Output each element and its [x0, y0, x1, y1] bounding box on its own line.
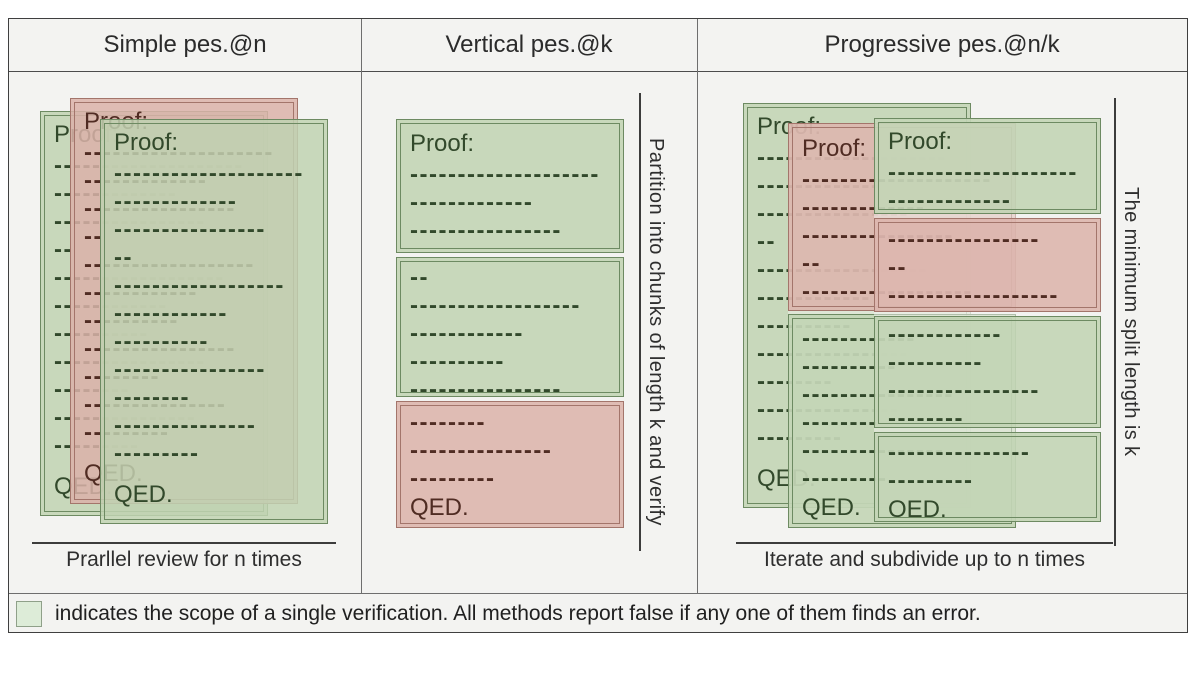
proof-body: --------------- ---------	[888, 439, 1087, 495]
proof-page: Proof: ---------------------------------…	[104, 123, 324, 520]
progressive-front-chunk-2-failed: ---------------- -- ------------------	[874, 218, 1101, 312]
proof-chunk: ----------------------------------------…	[400, 261, 620, 393]
proof-dash-line: ---------------	[410, 437, 553, 464]
proof-title: Proof:	[114, 129, 179, 156]
proof-dash-line: ----------	[410, 348, 505, 375]
progressive-caption-line	[736, 542, 1113, 544]
header-progressive-pes-nk: Progressive pes.@n/k	[824, 31, 1060, 58]
proof-dash-line: --	[114, 244, 133, 271]
legend-row: indicates the scope of a single verifica…	[9, 593, 1187, 633]
proof-body: ---------------- -- ------------------	[888, 226, 1087, 308]
proof-dash-line: --------	[802, 409, 878, 436]
proof-body: ----------------------------------------…	[410, 264, 610, 393]
proof-dash-line: ---------	[410, 465, 496, 492]
vertical-chunk-3-failed: -------- --------------- --------- QED.	[396, 401, 624, 528]
header-simple-pes-n: Simple pes.@n	[103, 31, 267, 58]
proof-dash-line: ----------------	[410, 217, 562, 244]
progressive-front-chunk-4: --------------- --------- QED.	[874, 432, 1101, 522]
proof-chunk: ----------------------------------------…	[878, 320, 1097, 424]
vertical-chunk-stack: Proof: -------------------- -------------…	[396, 119, 624, 528]
proof-body: -------- --------------- ---------	[410, 409, 610, 493]
header-vertical-pes-k: Vertical pes.@k	[445, 31, 613, 58]
proof-title: Proof:	[888, 128, 953, 155]
header-row: Simple pes.@n Vertical pes.@k Progressiv…	[9, 19, 1187, 72]
proof-dash-line: --------	[888, 405, 964, 424]
proof-dash-line: --------------------	[114, 160, 304, 187]
proof-dash-line: --------------------	[410, 161, 600, 188]
proof-qed: QED.	[114, 481, 173, 508]
proof-body: ----------------------------------------…	[114, 160, 314, 468]
proof-qed: QED.	[888, 496, 947, 518]
proof-dash-line: ------------	[888, 321, 1002, 348]
vertical-annotation-line	[639, 93, 641, 551]
proof-dash-line: ---------	[114, 440, 200, 467]
proof-dash-line: ----------------	[410, 376, 562, 393]
proof-dash-line: --	[888, 254, 907, 281]
proof-chunk: Proof: -------------------- -------------	[878, 122, 1097, 210]
progressive-annotation-text: The minimum split length is k	[1120, 187, 1142, 457]
green-scope-swatch-icon	[16, 600, 42, 627]
progressive-front-chunk-1: Proof: -------------------- -------------	[874, 118, 1101, 214]
progressive-annotation-line	[1114, 98, 1116, 546]
proof-dash-line: ---------	[802, 465, 888, 492]
proof-dash-line: --------	[410, 409, 486, 436]
proof-dash-line: --	[410, 264, 429, 291]
proof-dash-line: ------------------	[114, 272, 285, 299]
proof-chunk: --------------- --------- QED.	[878, 436, 1097, 518]
simple-front-proof-card: Proof: -------------------- -------------…	[100, 119, 328, 524]
proof-chunk: -------- --------------- --------- QED.	[400, 405, 620, 524]
proof-chunk: ---------------- -- ------------------	[878, 222, 1097, 308]
proof-body: ----------------------------------------…	[888, 321, 1087, 424]
proof-dash-line: ------------------	[410, 292, 581, 319]
proof-dash-line: -------------	[114, 188, 238, 215]
progressive-caption: Iterate and subdivide up to n times	[763, 548, 1086, 571]
proof-dash-line: ------------	[114, 300, 228, 327]
proof-dash-line: --	[757, 228, 776, 255]
proof-title: Proof:	[410, 130, 475, 157]
proof-dash-line: ----------------	[114, 216, 266, 243]
proof-dash-line: ---------	[888, 467, 974, 494]
vertical-chunk-2: -- ------------------ ------------ --------…	[396, 257, 624, 397]
proof-dash-line: ----------------	[888, 226, 1040, 253]
proof-dash-line: ----------	[114, 328, 209, 355]
proof-dash-line: -------------	[888, 187, 1012, 210]
proof-dash-line: --	[84, 223, 103, 250]
column-separator-2	[697, 19, 699, 593]
proof-dash-line: --------------------	[888, 159, 1078, 186]
proof-dash-line: --	[54, 236, 73, 263]
column-separator-1	[361, 19, 363, 593]
proof-qed: QED.	[410, 494, 469, 521]
proof-dash-line: ---------------	[114, 412, 257, 439]
proof-dash-line: ----------------	[114, 356, 266, 383]
legend-text: indicates the scope of a single verifica…	[55, 601, 981, 625]
proof-dash-line: ----------------	[888, 377, 1040, 404]
simple-caption: Prarllel review for n times	[66, 548, 302, 571]
simple-caption-line	[32, 542, 336, 544]
proof-dash-line: --	[802, 250, 821, 277]
vertical-annotation-text: Partition into chunks of length k and ve…	[645, 138, 667, 526]
proof-qed: QED.	[802, 494, 861, 521]
proof-dash-line: ------------	[410, 320, 524, 347]
proof-body: -------------------- -------------	[888, 159, 1087, 210]
proof-body: ----------------------------------------…	[410, 161, 610, 245]
proof-dash-line: --------	[114, 384, 190, 411]
verification-methods-figure: Simple pes.@n Vertical pes.@k Progressiv…	[8, 18, 1188, 633]
progressive-front-chunk-3: ------------ ---------- ---------------- --…	[874, 316, 1101, 428]
proof-dash-line: ----------	[888, 349, 983, 376]
proof-dash-line: -------------	[410, 189, 534, 216]
progressive-front-chunk-stack: Proof: -------------------- -------------…	[874, 118, 1101, 522]
proof-dash-line: ---------------	[888, 439, 1031, 466]
proof-dash-line: ------------------	[888, 282, 1059, 308]
vertical-chunk-1: Proof: -------------------- -------------…	[396, 119, 624, 253]
proof-title: Proof:	[802, 135, 867, 162]
proof-chunk: Proof: ---------------------------------…	[400, 123, 620, 249]
